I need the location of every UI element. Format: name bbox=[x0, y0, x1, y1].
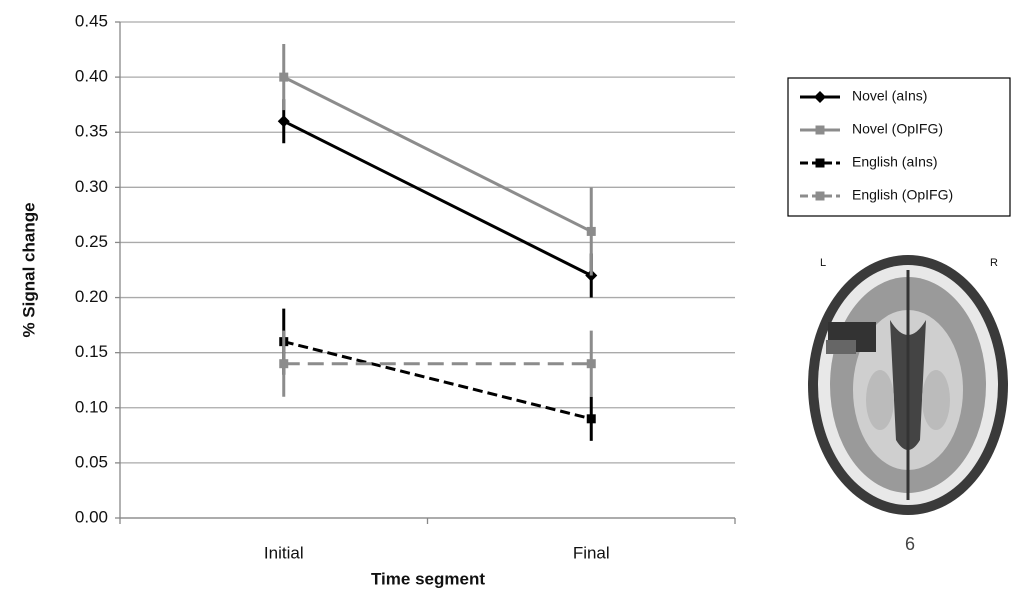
marker bbox=[278, 115, 290, 127]
brain-image bbox=[808, 255, 1008, 515]
marker bbox=[587, 227, 596, 236]
y-tick-label: 0.40 bbox=[75, 67, 108, 86]
x-tick-label: Final bbox=[573, 543, 610, 562]
chart: % Signal change Time segment L R 6 0.00 0… bbox=[0, 0, 1014, 600]
x-tick-label: Initial bbox=[264, 543, 304, 562]
y-tick-label: 0.10 bbox=[75, 397, 108, 416]
marker bbox=[279, 73, 288, 82]
y-tick-label: 0.15 bbox=[75, 342, 108, 361]
x-axis-title: Time segment bbox=[371, 569, 485, 588]
marker bbox=[816, 192, 825, 201]
marker bbox=[587, 359, 596, 368]
legend-label: Novel (aIns) bbox=[852, 88, 927, 104]
y-tick-label: 0.05 bbox=[75, 452, 108, 471]
marker bbox=[279, 359, 288, 368]
y-tick-label: 0.45 bbox=[75, 11, 108, 30]
marker bbox=[816, 126, 825, 135]
series-line bbox=[284, 77, 592, 231]
brain-right-label: R bbox=[990, 257, 998, 269]
y-tick-label: 0.30 bbox=[75, 177, 108, 196]
y-axis-title: % Signal change bbox=[19, 202, 38, 337]
y-tick-label: 0.00 bbox=[75, 507, 108, 526]
marker bbox=[814, 91, 826, 103]
marker bbox=[587, 414, 596, 423]
legend-label: English (OpIFG) bbox=[852, 187, 953, 203]
marker bbox=[816, 159, 825, 168]
legend-label: Novel (OpIFG) bbox=[852, 121, 943, 137]
y-tick-label: 0.20 bbox=[75, 287, 108, 306]
legend-label: English (aIns) bbox=[852, 154, 938, 170]
series-line bbox=[284, 121, 592, 275]
y-tick-label: 0.35 bbox=[75, 122, 108, 141]
slice-number: 6 bbox=[905, 534, 915, 554]
y-tick-label: 0.25 bbox=[75, 232, 108, 251]
brain-left-label: L bbox=[820, 257, 826, 269]
